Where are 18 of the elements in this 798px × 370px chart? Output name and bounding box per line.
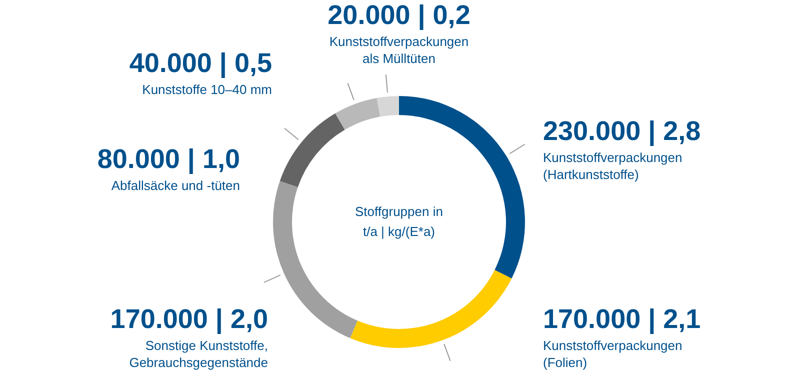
data-label: 80.000 | 1,0 <box>97 144 240 174</box>
data-label: 40.000 | 0,5 <box>129 48 272 78</box>
slice-label: Abfallsäcke und -tüten <box>111 178 240 193</box>
slice-label: Kunststoffverpackungen (Hartkunststoffe) <box>543 150 682 182</box>
donut-slice <box>335 98 380 130</box>
donut-slice <box>350 270 512 348</box>
data-label: 230.000 | 2,8 <box>543 116 701 146</box>
donut-slice <box>280 113 345 188</box>
data-label: 170.000 | 2,1 <box>543 304 701 334</box>
slice-label: Kunststoffverpackungen als Mülltüten <box>329 34 469 66</box>
text: Stoffgruppen in <box>355 204 443 219</box>
data-label: 20.000 | 0,2 <box>328 0 470 30</box>
slice-label: Kunststoffverpackungen (Folien) <box>543 338 682 370</box>
slice-label: Sonstige Kunststoffe, Gebrauchsgegenstände <box>129 338 268 370</box>
donut-slice <box>376 96 399 117</box>
text: t/a | kg/(E*a) <box>362 224 436 239</box>
data-label: 170.000 | 2,0 <box>110 304 268 334</box>
slice-label: Kunststoffe 10–40 mm <box>142 82 272 97</box>
